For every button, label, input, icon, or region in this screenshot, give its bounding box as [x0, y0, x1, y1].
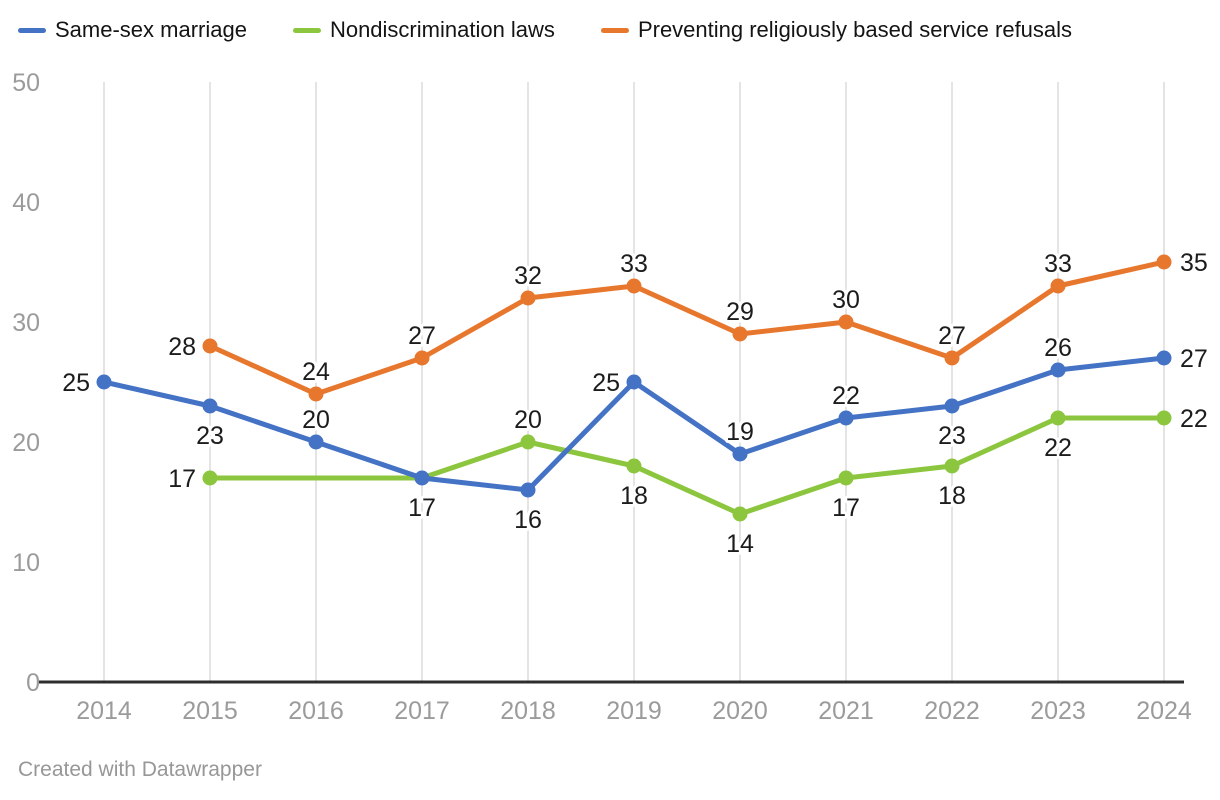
data-point[interactable]: [626, 458, 642, 474]
data-label: 25: [62, 369, 90, 397]
data-point[interactable]: [732, 326, 748, 342]
data-point[interactable]: [1156, 350, 1172, 366]
y-tick-label: 50: [12, 69, 40, 97]
data-label: 18: [620, 482, 648, 510]
data-point[interactable]: [838, 470, 854, 486]
legend-label: Nondiscrimination laws: [329, 17, 555, 42]
data-point[interactable]: [520, 482, 536, 498]
data-label: 27: [938, 322, 966, 350]
data-point[interactable]: [626, 374, 642, 390]
legend: Same-sex marriage Nondiscrimination laws P…: [18, 17, 1072, 43]
x-tick-label: 2024: [1136, 697, 1192, 725]
data-point[interactable]: [838, 410, 854, 426]
data-label: 30: [832, 286, 860, 314]
data-point[interactable]: [732, 506, 748, 522]
legend-item: Same-sex marriage: [18, 17, 247, 43]
data-point[interactable]: [732, 446, 748, 462]
data-label: 22: [1180, 405, 1208, 433]
y-tick-label: 20: [12, 429, 40, 457]
data-point[interactable]: [944, 398, 960, 414]
data-label: 23: [196, 422, 224, 450]
data-point[interactable]: [414, 350, 430, 366]
data-point[interactable]: [1050, 278, 1066, 294]
data-point[interactable]: [308, 434, 324, 450]
legend-swatch-icon: [600, 27, 629, 33]
data-point[interactable]: [202, 398, 218, 414]
data-point[interactable]: [1156, 410, 1172, 426]
y-tick-label: 30: [12, 309, 40, 337]
x-tick-label: 2018: [500, 697, 556, 725]
data-label: 16: [514, 506, 542, 534]
data-point[interactable]: [1156, 254, 1172, 270]
data-label: 33: [620, 250, 648, 278]
legend-item: Preventing religiously based service ref…: [600, 17, 1073, 43]
data-label: 32: [514, 262, 542, 290]
data-label: 24: [302, 358, 330, 386]
data-point[interactable]: [838, 314, 854, 330]
legend-label: Same-sex marriage: [55, 17, 247, 42]
data-point[interactable]: [944, 350, 960, 366]
data-label: 22: [832, 382, 860, 410]
x-tick-label: 2020: [712, 697, 768, 725]
legend-label: Preventing religiously based service ref…: [637, 17, 1073, 42]
data-point[interactable]: [520, 290, 536, 306]
datawrapper-credit-link[interactable]: Created with Datawrapper: [18, 758, 262, 781]
x-tick-label: 2022: [924, 697, 980, 725]
data-label: 25: [592, 369, 620, 397]
data-point[interactable]: [626, 278, 642, 294]
data-point[interactable]: [202, 470, 218, 486]
data-label: 17: [168, 465, 196, 493]
data-label: 18: [938, 482, 966, 510]
data-point[interactable]: [1050, 410, 1066, 426]
x-tick-label: 2023: [1030, 697, 1086, 725]
data-label: 28: [168, 333, 196, 361]
series-line: [207, 259, 1167, 397]
x-tick-label: 2014: [76, 697, 132, 725]
data-label: 14: [726, 530, 754, 558]
y-tick-label: 40: [12, 189, 40, 217]
data-label: 27: [408, 322, 436, 350]
data-label: 17: [408, 494, 436, 522]
data-label: 29: [726, 298, 754, 326]
data-point[interactable]: [202, 338, 218, 354]
x-tick-label: 2015: [182, 697, 238, 725]
legend-swatch-icon: [292, 27, 321, 33]
legend-item: Nondiscrimination laws: [292, 17, 555, 43]
data-point[interactable]: [308, 386, 324, 402]
x-tick-label: 2019: [606, 697, 662, 725]
x-tick-label: 2016: [288, 697, 344, 725]
y-tick-label: 10: [12, 549, 40, 577]
data-label: 19: [726, 418, 754, 446]
legend-swatch-icon: [18, 27, 46, 33]
data-label: 20: [514, 406, 542, 434]
data-label: 35: [1180, 249, 1208, 277]
data-point[interactable]: [414, 470, 430, 486]
data-label: 17: [832, 494, 860, 522]
x-tick-label: 2017: [394, 697, 450, 725]
data-point[interactable]: [96, 374, 112, 390]
data-label: 20: [302, 406, 330, 434]
data-label: 26: [1044, 334, 1072, 362]
data-point[interactable]: [944, 458, 960, 474]
data-point[interactable]: [1050, 362, 1066, 378]
data-label: 27: [1180, 345, 1208, 373]
data-label: 23: [938, 422, 966, 450]
x-tick-label: 2021: [818, 697, 874, 725]
data-point[interactable]: [520, 434, 536, 450]
y-tick-label: 0: [26, 669, 40, 697]
data-label: 33: [1044, 250, 1072, 278]
series-line: [207, 415, 1167, 517]
data-label: 22: [1044, 434, 1072, 462]
